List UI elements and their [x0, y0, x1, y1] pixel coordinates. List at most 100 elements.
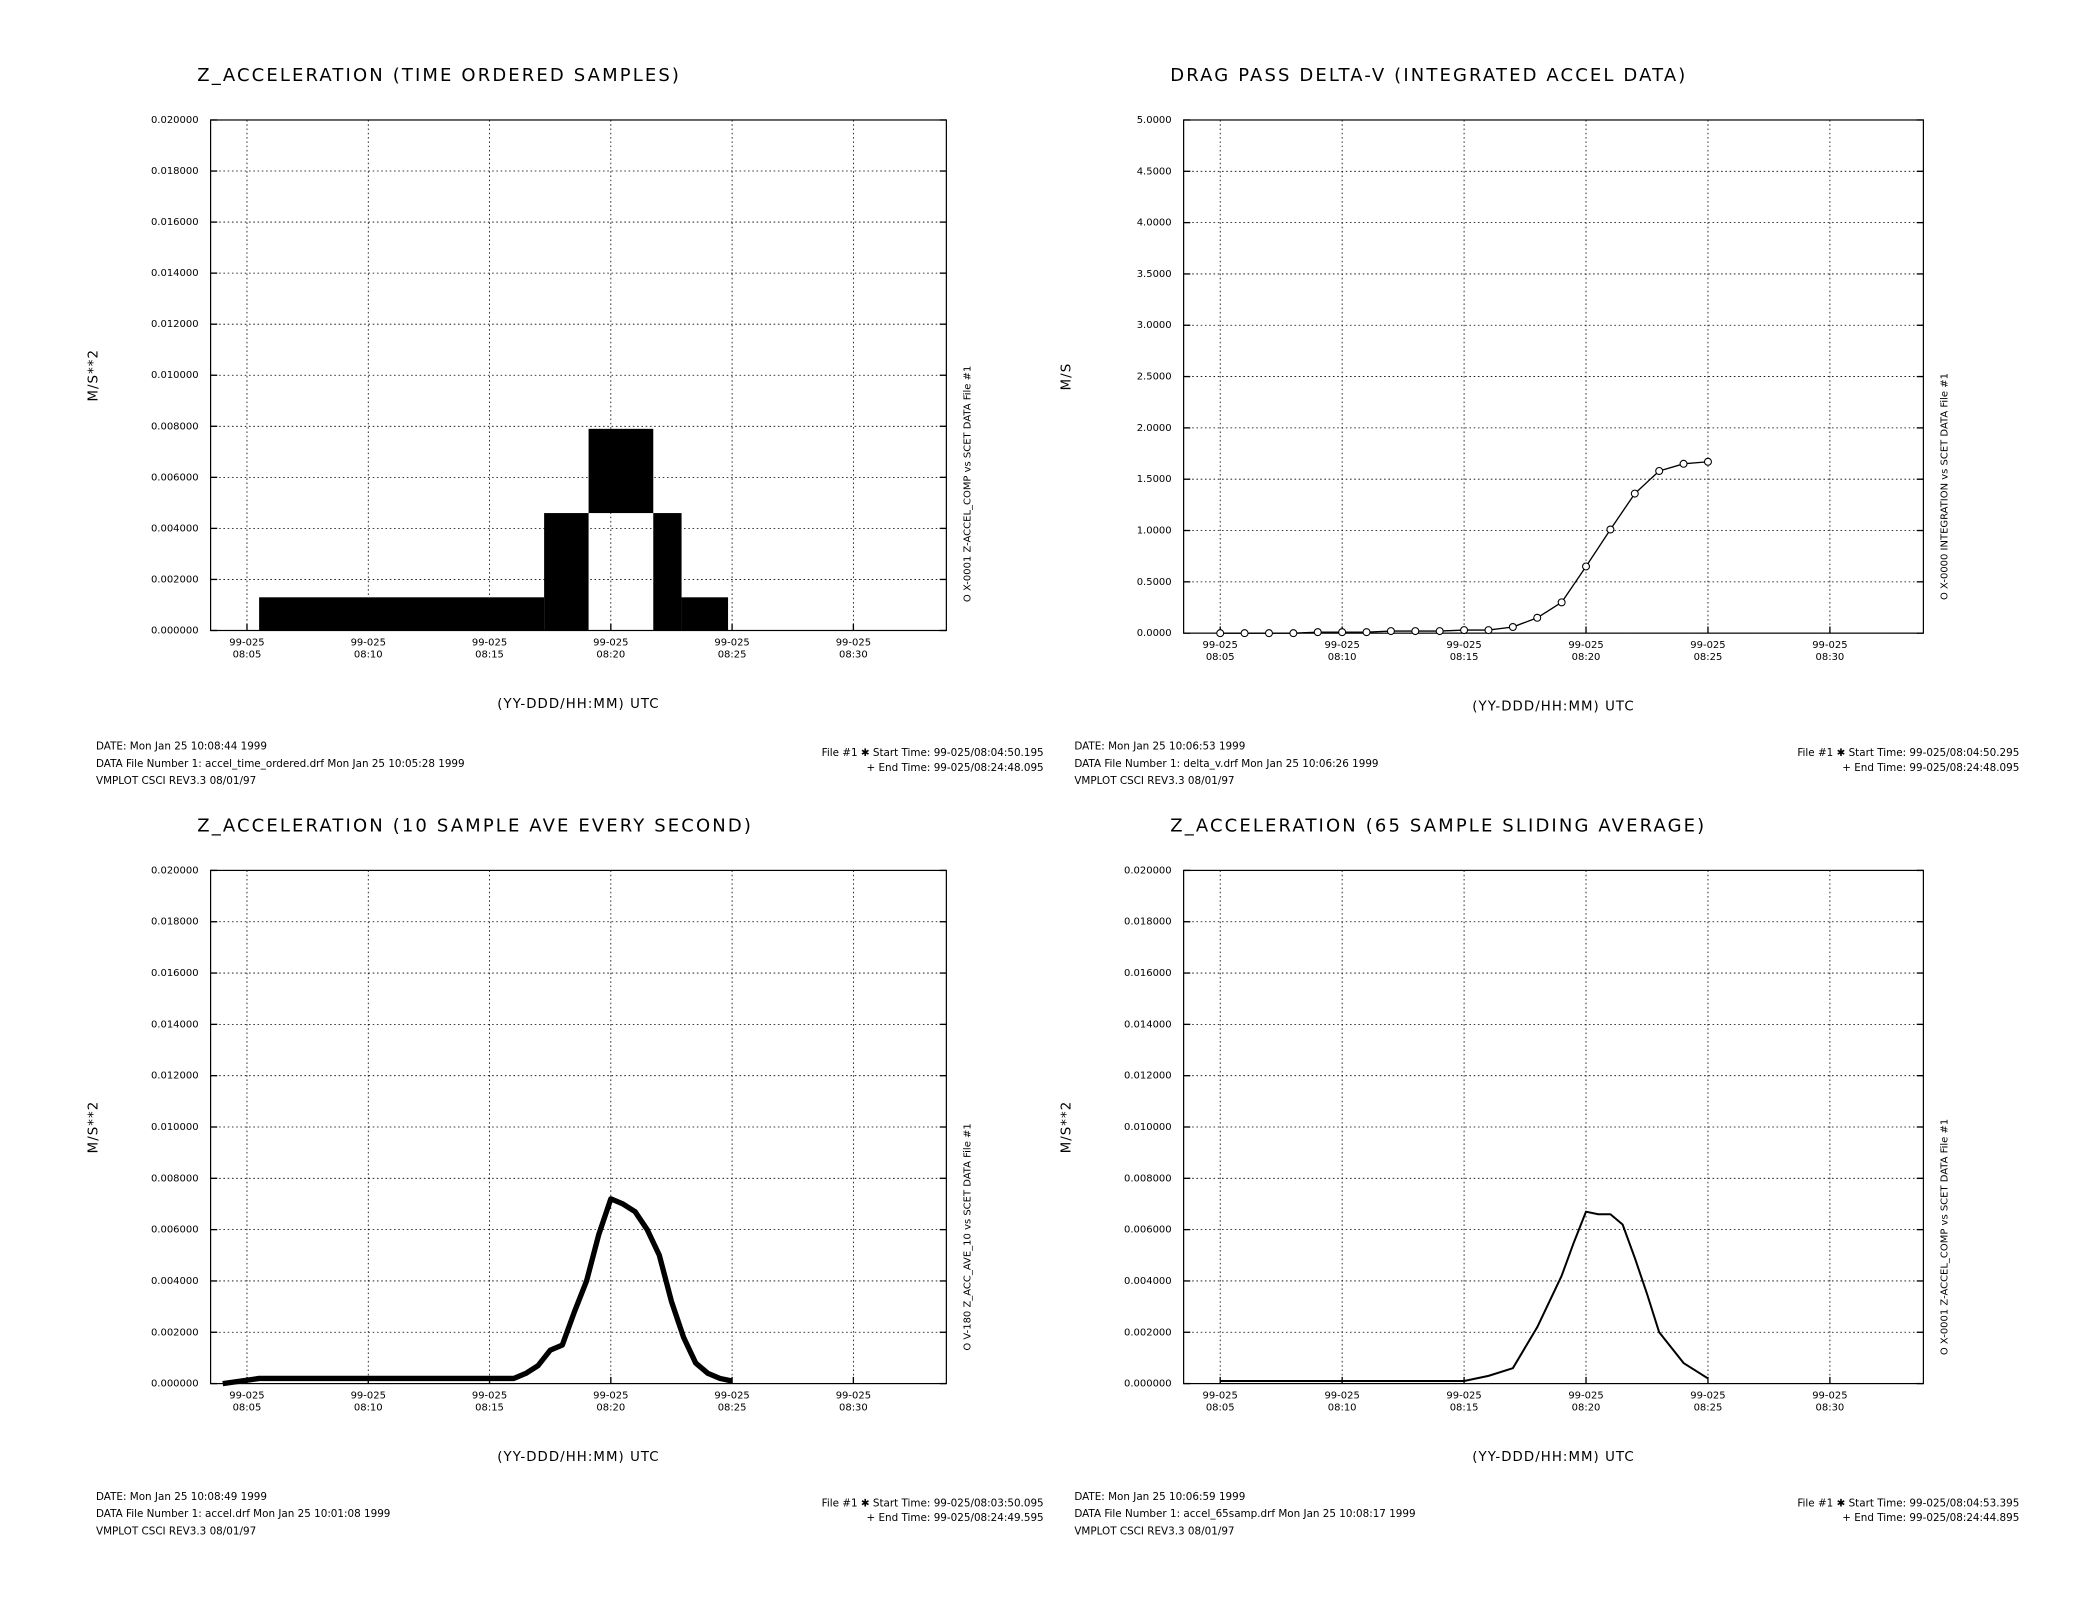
- series-label: O V-180 Z_ACC_AVE_10 vs SCET DATA File #…: [963, 1123, 974, 1350]
- x-tick-label: 99-025: [1690, 640, 1725, 651]
- y-tick-label: 0.006000: [151, 472, 199, 483]
- x-tick-label: 99-025: [1324, 1391, 1359, 1402]
- bar: [544, 513, 589, 631]
- y-tick-label: 0.010000: [1124, 1122, 1172, 1133]
- x-tick-label: 99-025: [351, 1391, 386, 1402]
- bar: [259, 597, 545, 631]
- x-tick-label: 99-025: [1446, 640, 1481, 651]
- x-tick-label: 99-025: [472, 637, 507, 648]
- y-tick-label: 3.5000: [1137, 269, 1172, 280]
- data-point: [1362, 628, 1371, 637]
- x-tick-label: 99-025: [1203, 1391, 1238, 1402]
- x-tick-label: 08:30: [839, 1403, 868, 1414]
- footer-line: VMPLOT CSCI REV3.3 08/01/97: [96, 1526, 256, 1538]
- chart-title: DRAG PASS DELTA-V (INTEGRATED ACCEL DATA…: [1170, 65, 1687, 86]
- series-label: O X-0001 Z-ACCEL_COMP vs SCET DATA File …: [963, 366, 974, 602]
- data-line: [1220, 1210, 1709, 1383]
- y-tick-label: 1.0000: [1137, 526, 1172, 537]
- footer-line: VMPLOT CSCI REV3.3 08/01/97: [96, 775, 256, 787]
- panel: Z_ACCELERATION (10 SAMPLE AVE EVERY SECO…: [86, 815, 1043, 1537]
- x-axis-label: (YY-DDD/HH:MM) UTC: [1472, 1450, 1634, 1465]
- x-tick-label: 08:15: [1450, 1403, 1479, 1414]
- x-axis-label: (YY-DDD/HH:MM) UTC: [497, 697, 659, 712]
- data-point: [1533, 613, 1542, 622]
- time-range: + End Time: 99-025/08:24:48.095: [1842, 762, 2019, 774]
- data-point: [1216, 629, 1225, 638]
- x-tick-label: 08:15: [1450, 652, 1479, 663]
- y-tick-label: 1.5000: [1137, 474, 1172, 485]
- y-tick-label: 0.016000: [1124, 968, 1172, 979]
- data-point: [1338, 628, 1347, 637]
- y-tick-label: 0.014000: [1124, 1019, 1172, 1030]
- x-tick-label: 99-025: [836, 1391, 871, 1402]
- y-tick-label: 0.018000: [1124, 917, 1172, 928]
- x-tick-label: 99-025: [1568, 640, 1603, 651]
- y-tick-label: 0.020000: [151, 115, 199, 126]
- data-point: [1264, 629, 1273, 638]
- y-axis-label: M/S: [1059, 363, 1074, 391]
- y-tick-label: 3.0000: [1137, 320, 1172, 331]
- time-range: + End Time: 99-025/08:24:48.095: [867, 762, 1044, 774]
- data-point: [1386, 627, 1395, 636]
- plot-frame: [209, 869, 947, 1385]
- x-tick-label: 99-025: [593, 1391, 628, 1402]
- y-tick-label: 0.010000: [151, 1122, 199, 1133]
- data-point: [1557, 598, 1566, 607]
- footer-line: DATE: Mon Jan 25 10:06:59 1999: [1074, 1491, 1245, 1503]
- y-tick-label: 0.012000: [151, 319, 199, 330]
- y-tick-label: 0.008000: [1124, 1173, 1172, 1184]
- y-tick-label: 0.002000: [1124, 1327, 1172, 1338]
- y-tick-label: 0.008000: [151, 421, 199, 432]
- x-tick-label: 99-025: [1324, 640, 1359, 651]
- y-tick-label: 0.004000: [151, 1276, 199, 1287]
- y-tick-label: 0.5000: [1137, 577, 1172, 588]
- y-tick-label: 0.000000: [151, 1379, 199, 1390]
- x-tick-label: 99-025: [593, 637, 628, 648]
- x-tick-label: 99-025: [1568, 1391, 1603, 1402]
- x-tick-label: 08:05: [233, 1403, 262, 1414]
- x-tick-label: 08:20: [596, 1403, 625, 1414]
- plot-frame: [1183, 869, 1924, 1385]
- x-tick-label: 08:15: [475, 649, 504, 660]
- data-point: [1630, 489, 1639, 498]
- bar: [681, 597, 729, 631]
- data-point: [1679, 459, 1688, 468]
- data-point: [1606, 525, 1615, 534]
- x-tick-label: 08:20: [596, 649, 625, 660]
- time-range: File #1 ✱ Start Time: 99-025/08:04:50.19…: [822, 747, 1044, 759]
- data-point: [1655, 466, 1664, 475]
- data-point: [1313, 628, 1322, 637]
- y-tick-label: 0.018000: [151, 166, 199, 177]
- x-tick-label: 99-025: [1446, 1391, 1481, 1402]
- y-tick-label: 0.012000: [151, 1071, 199, 1082]
- x-tick-label: 08:05: [1206, 1403, 1235, 1414]
- y-tick-label: 0.016000: [151, 217, 199, 228]
- panel: DRAG PASS DELTA-V (INTEGRATED ACCEL DATA…: [1059, 65, 2019, 787]
- footer-line: DATA File Number 1: accel.drf Mon Jan 25…: [96, 1508, 390, 1520]
- x-tick-label: 08:25: [1694, 1403, 1723, 1414]
- x-tick-label: 99-025: [1690, 1391, 1725, 1402]
- time-range: + End Time: 99-025/08:24:44.895: [1842, 1512, 2019, 1524]
- y-tick-label: 0.0000: [1137, 628, 1172, 639]
- bar: [653, 513, 682, 631]
- footer-line: DATA File Number 1: delta_v.drf Mon Jan …: [1074, 758, 1378, 770]
- x-tick-label: 08:05: [233, 649, 262, 660]
- y-tick-label: 0.020000: [1124, 865, 1172, 876]
- y-axis-label: M/S**2: [86, 349, 101, 402]
- x-tick-label: 08:30: [1816, 652, 1845, 663]
- x-tick-label: 08:30: [1816, 1403, 1845, 1414]
- y-tick-label: 0.002000: [151, 1327, 199, 1338]
- y-tick-label: 0.008000: [151, 1173, 199, 1184]
- data-point: [1289, 629, 1298, 638]
- data-line: [222, 1196, 733, 1387]
- chart-title: Z_ACCELERATION (65 SAMPLE SLIDING AVERAG…: [1170, 815, 1706, 836]
- x-tick-label: 99-025: [472, 1391, 507, 1402]
- x-tick-label: 08:15: [475, 1403, 504, 1414]
- data-point: [1240, 629, 1249, 638]
- y-tick-label: 0.000000: [151, 625, 199, 636]
- x-tick-label: 08:25: [718, 1403, 747, 1414]
- footer-line: DATE: Mon Jan 25 10:08:49 1999: [96, 1491, 267, 1503]
- y-tick-label: 0.012000: [1124, 1071, 1172, 1082]
- x-tick-label: 08:20: [1572, 652, 1601, 663]
